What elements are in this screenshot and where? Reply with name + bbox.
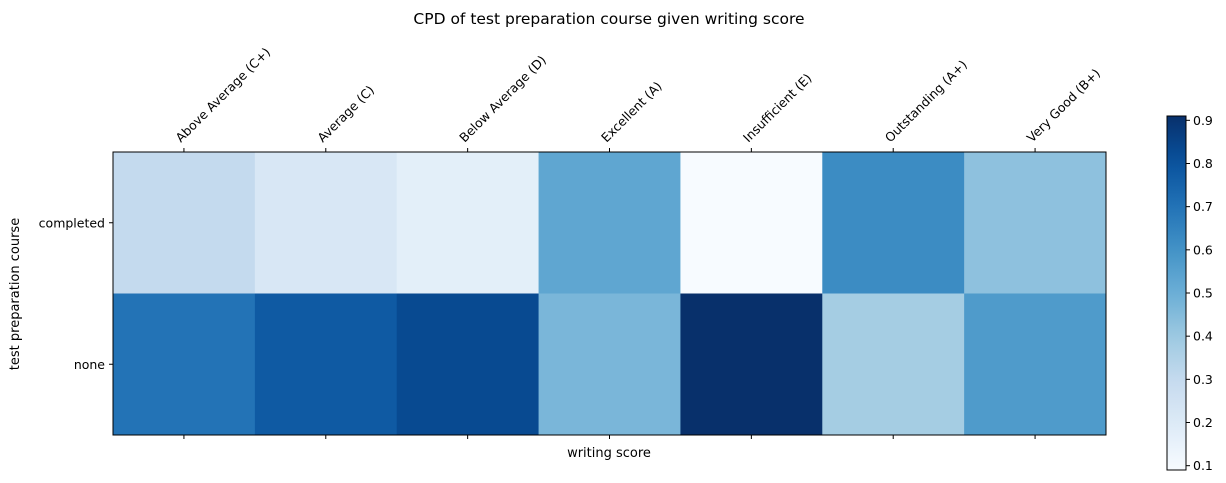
colorbar-scale [1166,115,1187,471]
heatmap-cell [396,293,540,436]
colorbar-tick-label: 0.2 [1193,415,1213,430]
colorbar-tick-label: 0.5 [1193,286,1213,301]
y-axis-label: test preparation course [8,218,23,370]
colorbar-tick-label: 0.7 [1193,199,1213,214]
heatmap-cell [538,152,681,294]
x-tick-label: Outstanding (A+) [882,57,970,145]
heatmap-cell [964,293,1107,436]
heatmap-cell [113,293,256,436]
colorbar-tick-label: 0.6 [1193,242,1213,257]
heatmap-cell [538,293,681,436]
colorbar-tick-label: 0.8 [1193,156,1213,171]
heatmap-cells [113,152,1107,436]
colorbar-tick-label: 0.4 [1193,329,1213,344]
heatmap-cell [254,152,398,294]
colorbar-tick-label: 0.1 [1193,458,1213,473]
colorbar-tick-label: 0.3 [1193,372,1213,387]
heatmap-cell [964,152,1107,294]
chart-title: CPD of test preparation course given wri… [413,10,804,28]
y-ticks: completed none [39,215,113,372]
heatmap-cell [822,152,965,294]
heatmap-cell [680,293,823,436]
colorbar-tick-label: 0.9 [1193,113,1213,128]
heatmap-cell [254,293,398,436]
x-tick-label: Insufficient (E) [740,70,815,145]
x-tick-label: Above Average (C+) [172,44,273,145]
heatmap-cell [680,152,823,294]
x-tick-label: Average (C) [314,82,377,145]
y-tick-label: completed [39,215,105,230]
colorbar: 0.1 0.2 0.3 0.4 0.5 0.6 0.7 0.8 0.9 [1166,113,1213,473]
heatmap-cell [822,293,965,436]
x-tick-label: Excellent (A) [598,78,665,145]
x-tick-label: Below Average (D) [456,52,549,145]
x-axis-label: writing score [567,446,651,461]
heatmap-cell [396,152,540,294]
x-tick-label: Very Good (B+) [1024,66,1104,146]
heatmap-cell [113,152,256,294]
y-tick-label: none [74,357,105,372]
